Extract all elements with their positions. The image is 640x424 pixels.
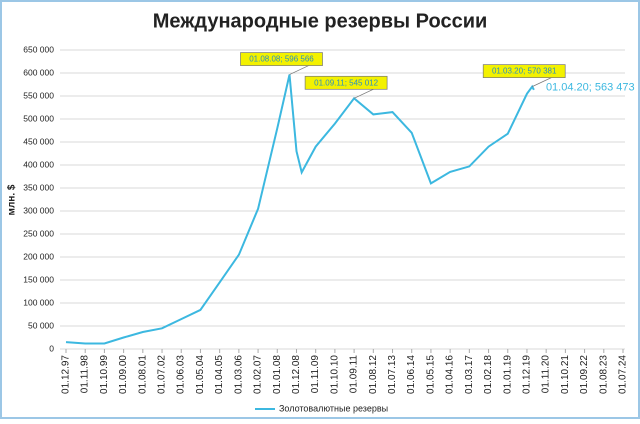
value-label: 01.08.08; 596 566 xyxy=(249,55,314,64)
x-tick-label: 01.10.21 xyxy=(560,355,571,394)
x-tick-label: 01.04.05 xyxy=(214,355,225,394)
x-tick-label: 01.05.04 xyxy=(195,355,206,394)
x-tick-label: 01.01.08 xyxy=(272,355,283,394)
y-tick-label: 600 000 xyxy=(23,67,54,77)
y-tick-label: 300 000 xyxy=(23,205,54,215)
chart-title: Международные резервы России xyxy=(153,10,488,32)
y-tick-label: 50 000 xyxy=(28,320,54,330)
x-tick-label: 01.11.20 xyxy=(541,355,552,394)
label-box xyxy=(304,75,388,90)
x-tick-label: 01.06.03 xyxy=(176,355,187,394)
x-tick-label: 01.10.10 xyxy=(329,355,340,394)
y-axis-label: млн. $ xyxy=(7,184,18,215)
x-tick-label: 01.02.07 xyxy=(253,355,264,394)
x-tick-label: 01.09.11 xyxy=(349,355,360,394)
value-label: 01.09.11; 545 012 xyxy=(314,78,378,87)
x-tick-label: 01.10.99 xyxy=(99,355,110,394)
y-tick-label: 150 000 xyxy=(23,274,54,284)
x-tick-label: 01.12.08 xyxy=(291,355,302,394)
x-tick-label: 01.12.97 xyxy=(61,355,72,394)
x-tick-label: 01.11.09 xyxy=(310,355,321,394)
x-tick-label: 01.07.02 xyxy=(157,355,168,394)
x-tick-label: 01.08.01 xyxy=(137,355,148,394)
x-tick-label: 01.01.19 xyxy=(502,355,513,394)
y-tick-label: 0 xyxy=(49,343,54,353)
label-box xyxy=(482,64,566,78)
y-tick-label: 650 000 xyxy=(23,44,54,54)
y-tick-label: 350 000 xyxy=(23,182,54,192)
series-line xyxy=(65,74,535,345)
x-tick-label: 01.07.13 xyxy=(387,355,398,394)
y-tick-label: 100 000 xyxy=(23,297,54,307)
x-tick-label: 01.08.12 xyxy=(368,355,379,394)
y-tick-label: 500 000 xyxy=(23,113,54,123)
x-tick-label: 01.12.19 xyxy=(521,355,532,394)
value-label: 01.04.20; 563 473 xyxy=(546,82,635,94)
x-tick-label: 01.07.24 xyxy=(618,355,629,394)
x-tick-label: 01.03.17 xyxy=(464,355,475,394)
y-tick-label: 400 000 xyxy=(23,159,54,169)
value-label: 01.03.20; 570 381 xyxy=(492,67,557,76)
x-tick-label: 01.04.16 xyxy=(445,355,456,394)
x-tick-label: 01.09.00 xyxy=(118,355,129,394)
x-tick-label: 01.03.06 xyxy=(233,355,244,394)
y-tick-label: 250 000 xyxy=(23,228,54,238)
x-tick-label: 01.08.23 xyxy=(598,355,609,394)
x-tick-label: 01.05.15 xyxy=(425,355,436,394)
label-box xyxy=(240,52,323,66)
x-tick-label: 01.06.14 xyxy=(406,355,417,394)
y-tick-label: 200 000 xyxy=(23,251,54,261)
x-tick-label: 01.02.18 xyxy=(483,355,494,394)
x-tick-label: 01.11.98 xyxy=(80,355,91,394)
legend-label: Золотовалютные резервы xyxy=(279,403,388,413)
y-tick-label: 550 000 xyxy=(23,90,54,100)
x-tick-label: 01.09.22 xyxy=(579,355,590,394)
y-tick-label: 450 000 xyxy=(23,136,54,146)
